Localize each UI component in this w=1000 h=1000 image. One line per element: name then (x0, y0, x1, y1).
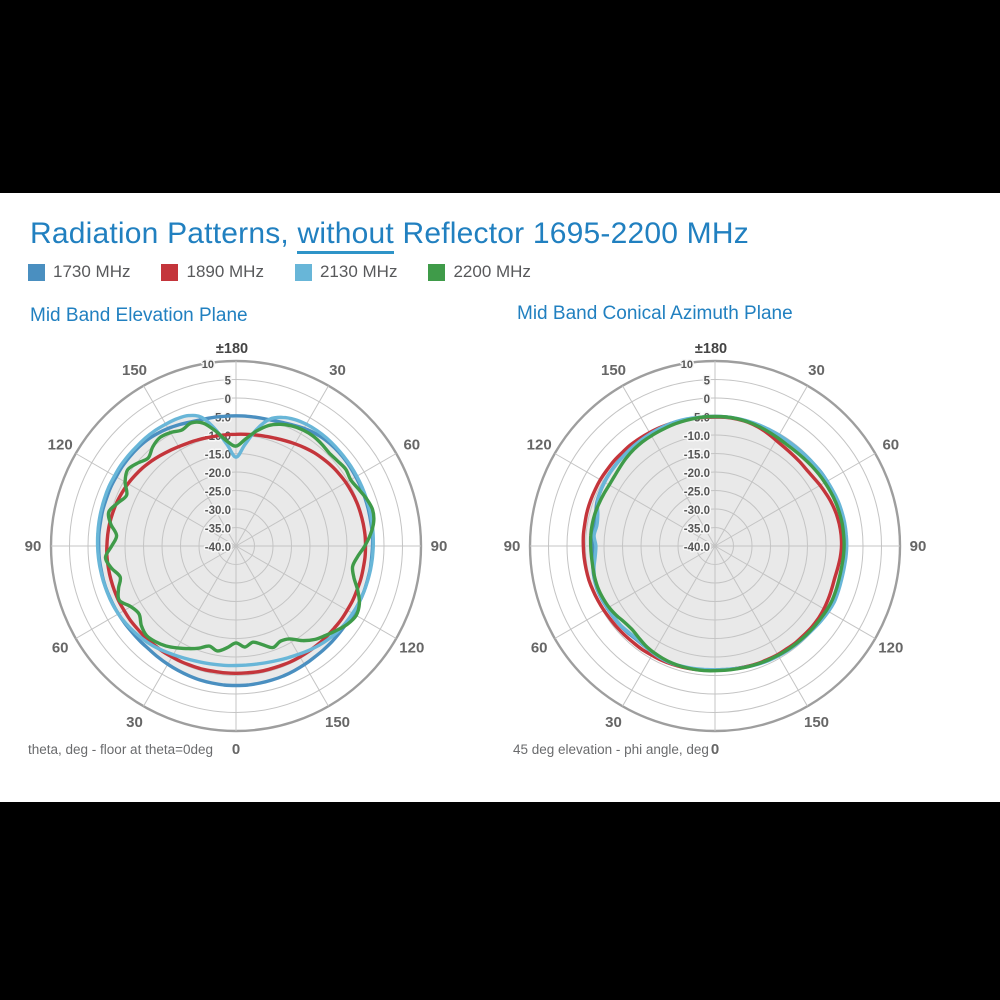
svg-text:120: 120 (399, 640, 424, 657)
elevation-chart-caption: theta, deg - floor at theta=0deg (28, 742, 214, 757)
svg-text:90: 90 (504, 538, 521, 555)
svg-text:120: 120 (527, 437, 552, 454)
svg-text:60: 60 (403, 437, 420, 454)
svg-text:0: 0 (232, 741, 240, 758)
frequency-legend: 1730 MHz 1890 MHz 2130 MHz 2200 MHz (28, 262, 531, 282)
svg-text:90: 90 (25, 538, 42, 555)
svg-text:±180: ±180 (216, 341, 248, 357)
azimuth-chart-caption: 45 deg elevation - phi angle, deg (513, 742, 709, 757)
elevation-polar-chart: 10 5 0 -5.0 -10.0 -15.0 -20.0 -25.0 -30.0 -35.0 -4… (6, 316, 466, 776)
legend-swatch-1890 (161, 263, 179, 281)
svg-text:10: 10 (202, 359, 214, 371)
svg-text:±180: ±180 (695, 341, 727, 357)
svg-text:0: 0 (704, 394, 710, 406)
svg-text:30: 30 (605, 714, 622, 731)
svg-text:-30.0: -30.0 (205, 505, 231, 517)
svg-text:150: 150 (122, 362, 147, 379)
svg-text:90: 90 (910, 538, 927, 555)
svg-text:-20.0: -20.0 (205, 468, 231, 480)
legend-item-2130: 2130 MHz (294, 262, 398, 282)
svg-text:5: 5 (225, 376, 232, 388)
legend-swatch-2200 (428, 263, 446, 281)
svg-text:60: 60 (882, 437, 899, 454)
svg-text:90: 90 (431, 538, 448, 555)
legend-item-1730: 1730 MHz (28, 262, 130, 282)
azimuth-chart-title: Mid Band Conical Azimuth Plane (517, 303, 793, 324)
svg-text:-15.0: -15.0 (205, 450, 231, 462)
svg-text:60: 60 (52, 640, 69, 657)
svg-text:30: 30 (808, 362, 825, 379)
azimuth-polar-chart: 10 5 0 -5.0 -10.0 -15.0 -20.0 -25.0 -30.0 -35.0 -4… (485, 316, 945, 776)
legend-item-1890: 1890 MHz (161, 262, 264, 282)
svg-text:10: 10 (681, 359, 693, 371)
legend-label-1730: 1730 MHz (53, 262, 131, 281)
svg-text:30: 30 (126, 714, 143, 731)
svg-text:0: 0 (711, 741, 719, 758)
svg-text:120: 120 (878, 640, 903, 657)
title-underlined-word: without (297, 217, 394, 254)
svg-text:-35.0: -35.0 (684, 524, 710, 536)
svg-text:-25.0: -25.0 (205, 487, 231, 499)
azimuth-polar-chart-svg: 1050-5.0-10.0-15.0-20.0-25.0-30.0-35.0-4… (504, 341, 927, 758)
page-title: Radiation Patterns, without Reflector 16… (30, 217, 749, 254)
svg-text:-40.0: -40.0 (684, 542, 710, 554)
legend-label-1890: 1890 MHz (186, 262, 264, 281)
svg-text:150: 150 (325, 714, 350, 731)
title-part2: Reflector 1695-2200 MHz (393, 217, 749, 250)
svg-text:-25.0: -25.0 (684, 487, 710, 499)
svg-text:0: 0 (225, 394, 231, 406)
svg-text:60: 60 (531, 640, 548, 657)
legend-label-2130: 2130 MHz (319, 262, 398, 281)
svg-text:150: 150 (804, 714, 829, 731)
svg-text:30: 30 (329, 362, 346, 379)
svg-text:120: 120 (48, 437, 73, 454)
legend-label-2200: 2200 MHz (453, 262, 531, 281)
slide: Radiation Patterns, without Reflector 16… (0, 193, 1000, 802)
elevation-polar-chart-svg: 1050-5.0-10.0-15.0-20.0-25.0-30.0-35.0-4… (25, 341, 448, 758)
legend-swatch-2130 (294, 263, 312, 281)
svg-text:-30.0: -30.0 (684, 505, 710, 517)
svg-text:-15.0: -15.0 (684, 450, 710, 462)
svg-text:150: 150 (601, 362, 626, 379)
svg-text:-40.0: -40.0 (205, 542, 231, 554)
legend-swatch-1730 (28, 263, 45, 281)
svg-text:-10.0: -10.0 (684, 431, 710, 443)
title-part1: Radiation Patterns, (30, 217, 298, 250)
svg-text:5: 5 (704, 376, 711, 388)
svg-text:-20.0: -20.0 (684, 468, 710, 480)
svg-text:-35.0: -35.0 (205, 524, 231, 536)
legend-item-2200: 2200 MHz (428, 262, 531, 282)
elevation-chart-title: Mid Band Elevation Plane (30, 305, 248, 326)
